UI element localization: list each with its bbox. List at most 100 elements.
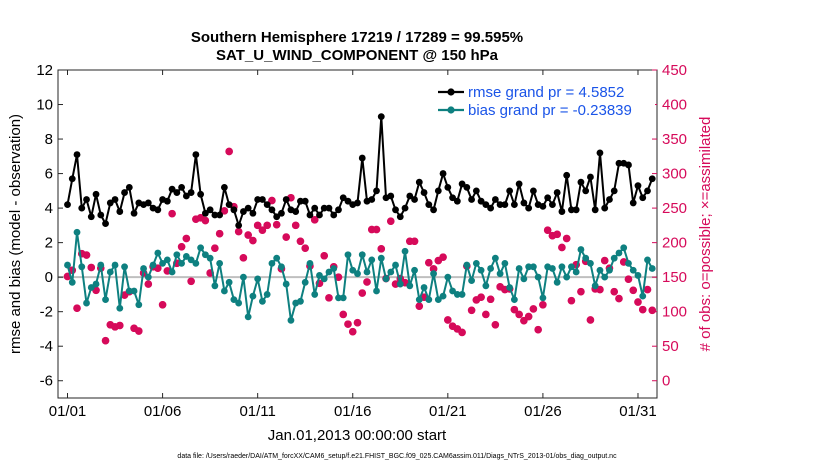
x-tick-label: 01/01 (49, 403, 87, 420)
bias-point (92, 280, 100, 288)
obs-assimilated-point (311, 216, 319, 224)
bias-point (496, 270, 504, 278)
x-tick-label: 01/11 (239, 403, 275, 420)
bias-series (64, 228, 656, 324)
obs-assimilated-point (268, 196, 276, 205)
bias-point (439, 292, 447, 300)
bias-point (625, 259, 632, 267)
bias-point (144, 273, 152, 281)
bias-point (539, 294, 547, 302)
bias-point (106, 268, 114, 276)
rmse-point (625, 161, 632, 169)
rmse-point (373, 187, 380, 195)
bias-point (420, 284, 428, 291)
rmse-point (358, 154, 366, 162)
rmse-point (325, 204, 333, 212)
y-right-tick-label: 0 (662, 373, 670, 390)
bias-point (201, 251, 209, 259)
bias-point (220, 287, 228, 295)
bias-point (525, 263, 533, 271)
x-tick-label: 01/31 (619, 403, 657, 420)
bias-point (235, 299, 243, 307)
obs-assimilated-point (634, 298, 642, 306)
obs-assimilated-point (525, 312, 533, 321)
obs-assimilated-point (482, 310, 490, 319)
rmse-point (472, 187, 480, 195)
bias-point (358, 251, 366, 259)
rmse-point (392, 206, 399, 214)
bias-point (263, 291, 271, 298)
obs-assimilated-point (206, 269, 214, 277)
bias-point (349, 266, 357, 274)
rmse-point (225, 201, 233, 209)
bias-point (444, 273, 452, 281)
obs-assimilated-point (292, 221, 300, 229)
rmse-point (206, 206, 214, 214)
obs-assimilated-point (315, 279, 324, 287)
obs-assimilated-point (401, 279, 409, 287)
bias-point (135, 301, 143, 309)
rmse-point (568, 206, 575, 214)
rmse-point (529, 187, 537, 195)
bias-point (515, 265, 523, 272)
obs-assimilated-point (163, 267, 171, 275)
bias-point (553, 278, 561, 286)
rmse-point (563, 171, 571, 179)
obs-assimilated-point (544, 226, 552, 234)
rmse-point (368, 196, 376, 203)
rmse-point (73, 151, 81, 158)
y-tick-label: 4 (45, 200, 53, 217)
bias-point (648, 265, 656, 272)
bias-point (254, 275, 262, 283)
bias-point (401, 247, 409, 255)
rmse-point (411, 196, 418, 203)
rmse-point (510, 201, 518, 209)
bias-point (68, 278, 76, 286)
rmse-point (320, 204, 328, 212)
bias-point (558, 263, 566, 271)
legend-bias-marker (447, 106, 455, 114)
rmse-point (163, 197, 171, 205)
bias-point (206, 254, 214, 262)
rmse-point (330, 211, 338, 219)
bias-point (244, 313, 252, 321)
obs-assimilated-point (572, 261, 580, 269)
rmse-point (173, 189, 181, 196)
rmse-point (116, 208, 124, 215)
bias-point (306, 259, 314, 267)
obs-assimilated-point (648, 306, 656, 314)
bias-point (173, 251, 181, 259)
rmse-point (644, 187, 651, 195)
bias-point (192, 259, 200, 267)
legend: rmse grand pr = 4.5852 bias grand pr = -… (433, 80, 655, 120)
y-right-tick-label: 350 (662, 131, 687, 148)
bias-point (529, 263, 537, 271)
rmse-point (344, 197, 352, 205)
bias-point (273, 254, 281, 262)
rmse-point (444, 183, 452, 191)
bias-point (344, 251, 352, 259)
legend-rmse-marker (447, 88, 455, 96)
obs-assimilated-point (501, 285, 509, 294)
obs-assimilated-point (477, 293, 485, 301)
rmse-point (354, 199, 361, 207)
rmse-point (648, 175, 656, 183)
bias-point (568, 263, 575, 271)
obs-assimilated-point (201, 216, 209, 225)
rmse-point (182, 192, 190, 200)
rmse-point (515, 180, 523, 188)
rmse-point (606, 196, 613, 203)
chart-title: Southern Hemisphere 17219 / 17289 = 99.5… (191, 29, 523, 46)
obs-assimilated-point (620, 258, 628, 266)
obs-assimilated-point (68, 266, 76, 274)
bias-point (325, 268, 333, 276)
obs-assimilated-point (601, 256, 609, 265)
rmse-point (259, 196, 266, 203)
obs-assimilated-point (249, 236, 257, 245)
bias-point (377, 254, 385, 262)
obs-assimilated-point (529, 305, 537, 313)
rmse-point (434, 187, 442, 195)
rmse-point (178, 183, 186, 191)
obs-assimilated-point (358, 289, 366, 297)
bias-point (411, 266, 418, 274)
